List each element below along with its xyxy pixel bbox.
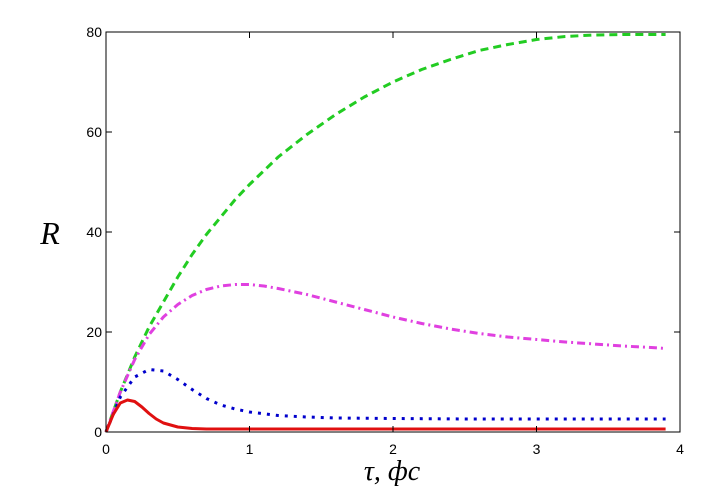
x-tick-label: 4: [676, 441, 684, 457]
x-tick-label: 3: [533, 441, 541, 457]
y-tick-label: 20: [86, 324, 102, 340]
y-axis-label: R: [39, 215, 60, 251]
x-axis-label: τ, фс: [364, 456, 421, 487]
x-tick-label: 0: [102, 441, 110, 457]
y-tick-label: 80: [86, 24, 102, 40]
x-tick-label: 2: [389, 441, 397, 457]
series-line-4: [104, 398, 666, 433]
y-tick-label: 0: [94, 424, 102, 440]
series-line-1: [104, 33, 666, 433]
y-tick-label: 40: [86, 224, 102, 240]
series-line-2: [104, 283, 666, 433]
x-tick-label: 1: [246, 441, 254, 457]
series-line-3: [104, 368, 666, 433]
series-layer: [104, 33, 666, 433]
y-tick-label: 60: [86, 124, 102, 140]
